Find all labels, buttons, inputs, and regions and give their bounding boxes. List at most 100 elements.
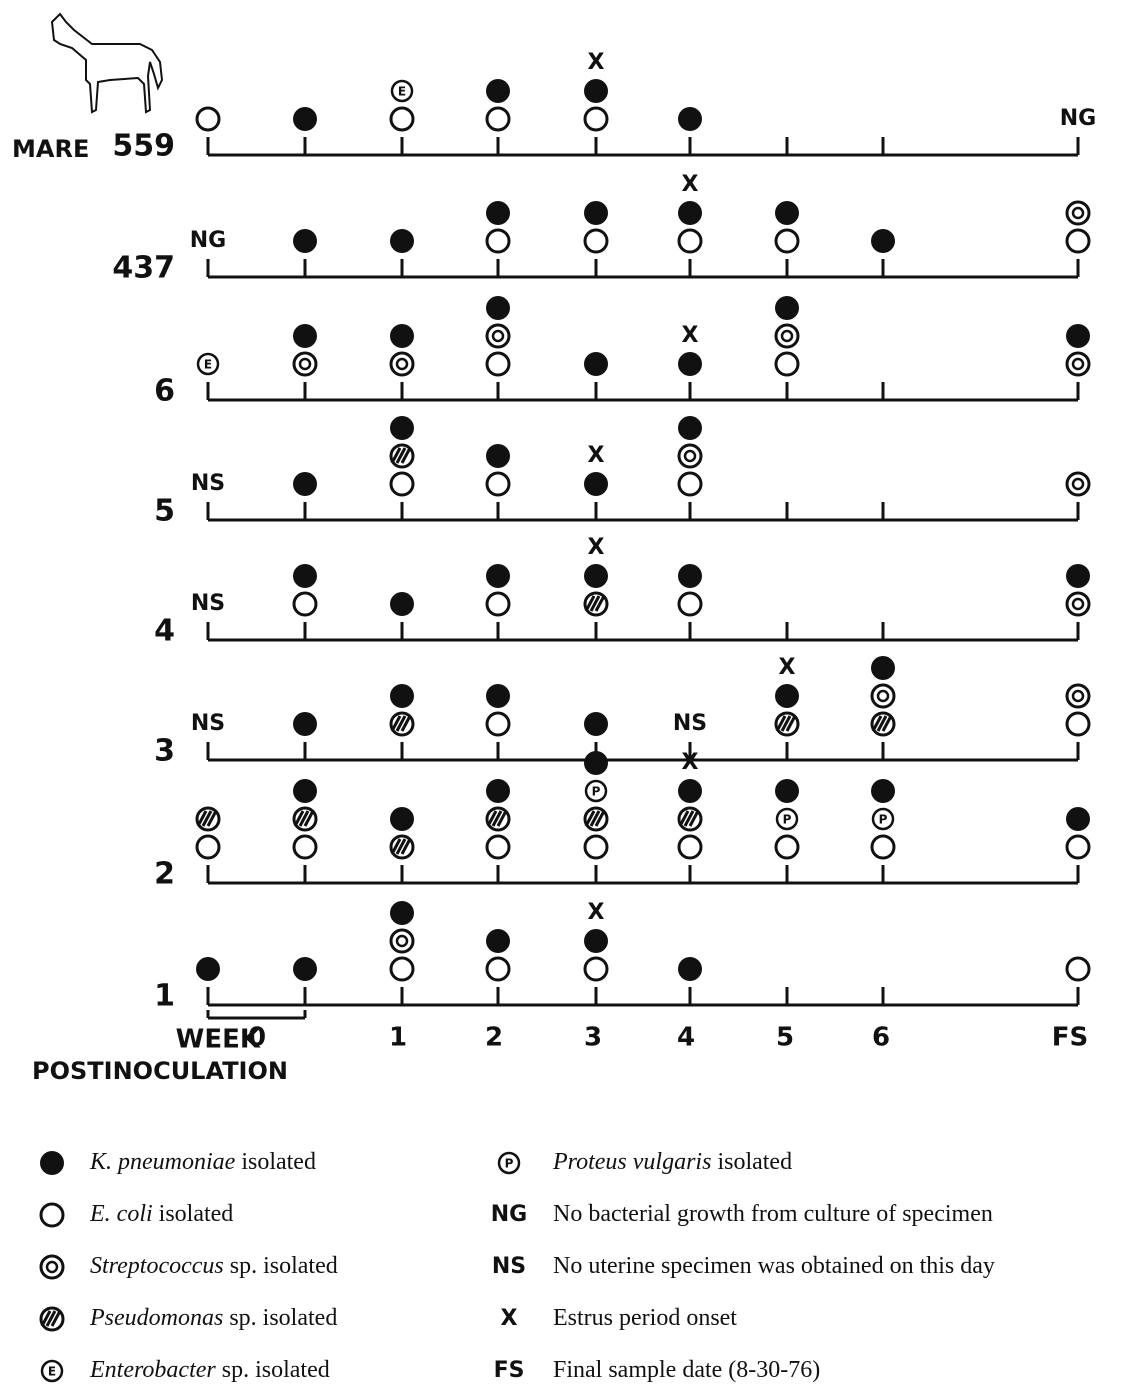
symbol [1067,836,1089,858]
open-circle [487,958,509,980]
filled-circle [293,107,317,131]
open-circle [294,593,316,615]
species: Proteus vulgaris [552,1149,711,1175]
symbol [390,416,414,440]
filled-circle [678,564,702,588]
symbol: P [777,809,797,829]
symbol [293,712,317,736]
symbol [390,229,414,253]
open-circle [487,593,509,615]
description: Final sample date (8-30-76) [553,1357,820,1383]
symbol [197,808,219,830]
symbol [584,79,608,103]
filled-circle [775,779,799,803]
filled-circle [390,901,414,925]
filled-circle [678,352,702,376]
symbol: P [586,781,606,801]
filled-circle [293,564,317,588]
filled-circle [678,957,702,981]
symbol: E [198,354,218,374]
filled-circle [390,807,414,831]
symbol [487,713,509,735]
symbol-letter: E [48,1365,56,1379]
filled-circle [775,684,799,708]
description: No uterine specimen was obtained on this… [553,1253,995,1279]
open-circle [1067,836,1089,858]
legend-text: Pseudomonas sp. isolated [89,1305,337,1331]
symbol [391,108,413,130]
marker-text: X [682,750,699,775]
symbol [391,836,413,858]
open-circle [294,836,316,858]
open-circle [679,230,701,252]
symbol [1067,593,1089,615]
symbol [294,353,316,375]
outer-ring [294,353,316,375]
outer-ring [679,445,701,467]
symbol [41,1256,63,1278]
symbol: NG [1060,106,1096,131]
symbol [678,416,702,440]
outer-ring [1067,593,1089,615]
week-label: 3 [584,1023,602,1053]
filled-circle [584,751,608,775]
symbol [678,779,702,803]
symbol [1067,473,1089,495]
mare-number: 2 [154,857,175,892]
filled-circle [486,201,510,225]
filled-circle [1066,324,1090,348]
symbol [585,108,607,130]
symbol [197,108,219,130]
outer-ring [391,930,413,952]
marker-text: NS [673,711,707,736]
marker-text: NG [1060,106,1096,131]
symbol [1067,685,1089,707]
filled-circle [293,229,317,253]
legend-text: K. pneumoniae isolated [89,1149,316,1175]
symbol [293,107,317,131]
description: sp. isolated [229,1305,337,1331]
legend-text: Estrus period onset [553,1305,737,1331]
week-label: 0 [248,1023,266,1053]
symbol-letter: P [592,785,601,799]
symbol [391,930,413,952]
symbol [1067,230,1089,252]
week-label: 2 [485,1023,503,1053]
marker-text: X [779,655,796,680]
symbol-letter: P [879,813,888,827]
filled-circle [390,592,414,616]
symbol [679,445,701,467]
symbol [775,779,799,803]
outer-ring [872,685,894,707]
symbol [293,229,317,253]
symbol [585,593,607,615]
symbol [584,201,608,225]
filled-circle [584,201,608,225]
filled-circle [584,79,608,103]
symbol [486,201,510,225]
filled-circle [584,929,608,953]
week-label: 4 [677,1023,695,1053]
open-circle [391,958,413,980]
symbol [776,713,798,735]
mare-number: 559 [112,129,175,164]
legend-text: No bacterial growth from culture of spec… [553,1201,993,1227]
symbol [871,779,895,803]
symbol [678,564,702,588]
mare-number: 6 [154,374,175,409]
marker-text: NS [191,471,225,496]
symbol [486,296,510,320]
symbol: X [682,750,699,775]
outer-ring [487,325,509,347]
symbol [776,230,798,252]
symbol: NS [191,711,225,736]
open-circle [197,108,219,130]
marker-text: X [588,443,605,468]
symbol [585,808,607,830]
symbol [1067,958,1089,980]
marker-text: X [588,50,605,75]
symbol [775,684,799,708]
filled-circle [196,957,220,981]
symbol [776,325,798,347]
filled-circle [293,957,317,981]
